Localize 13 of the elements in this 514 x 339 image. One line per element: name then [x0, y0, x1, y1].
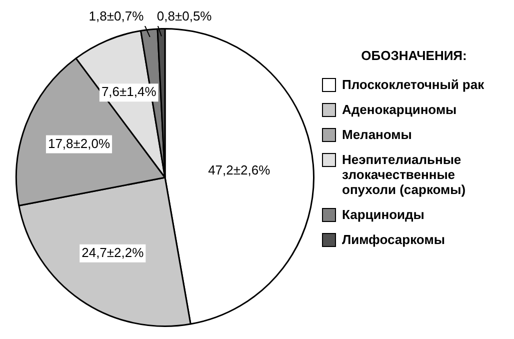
data-label: 0,8±0,5%	[156, 8, 212, 24]
data-label: 17,8±2,0%	[48, 136, 110, 151]
data-label: 24,7±2,2%	[82, 244, 144, 260]
legend-title: ОБОЗНАЧЕНИЯ:	[360, 48, 468, 63]
legend-label: Аденокарциномы	[342, 102, 457, 117]
data-label: 7,6±1,4%	[101, 84, 157, 100]
legend-label: Меланомы	[342, 127, 412, 142]
legend-label: Карциноиды	[342, 207, 424, 222]
legend-label: Неэпителиальные злокачественные опухоли (саркомы)	[342, 152, 467, 197]
data-label: 1,8±0,7%	[88, 8, 144, 24]
data-label: 47,2±2,6%	[208, 162, 271, 178]
legend-label: Плоскоклеточный рак	[342, 77, 484, 92]
legend-label: Лимфосаркомы	[342, 232, 445, 247]
